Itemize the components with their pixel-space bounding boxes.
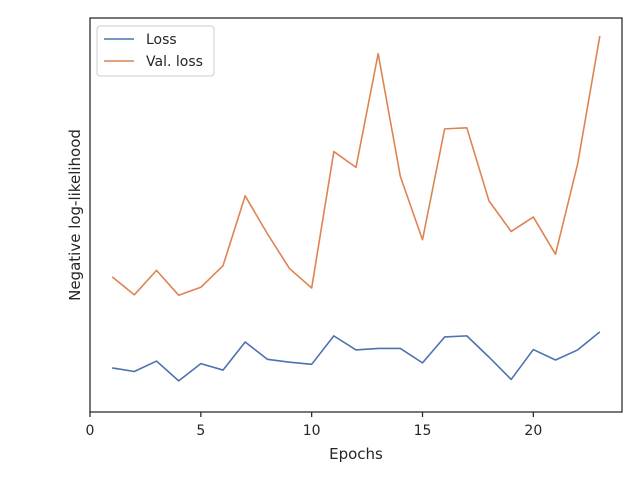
x-tick-label: 5 bbox=[196, 423, 205, 439]
legend-label-loss: Loss bbox=[146, 32, 177, 48]
x-axis-label: Epochs bbox=[329, 445, 383, 463]
axes-frame bbox=[89, 17, 623, 413]
series-line-loss bbox=[112, 331, 601, 382]
x-tick-label: 15 bbox=[414, 423, 432, 439]
legend: Loss Val. loss bbox=[96, 25, 215, 77]
legend-label-val-loss: Val. loss bbox=[146, 54, 203, 70]
x-tick-label: 20 bbox=[524, 423, 542, 439]
y-axis-label: Negative log-likelihood bbox=[66, 129, 84, 301]
x-tick-label: 0 bbox=[86, 423, 95, 439]
series-line-val-loss bbox=[111, 35, 601, 297]
x-tick-label: 10 bbox=[303, 423, 321, 439]
x-ticks: 0 5 10 15 20 bbox=[86, 412, 542, 439]
series-lines bbox=[111, 35, 601, 382]
axes bbox=[89, 17, 623, 413]
